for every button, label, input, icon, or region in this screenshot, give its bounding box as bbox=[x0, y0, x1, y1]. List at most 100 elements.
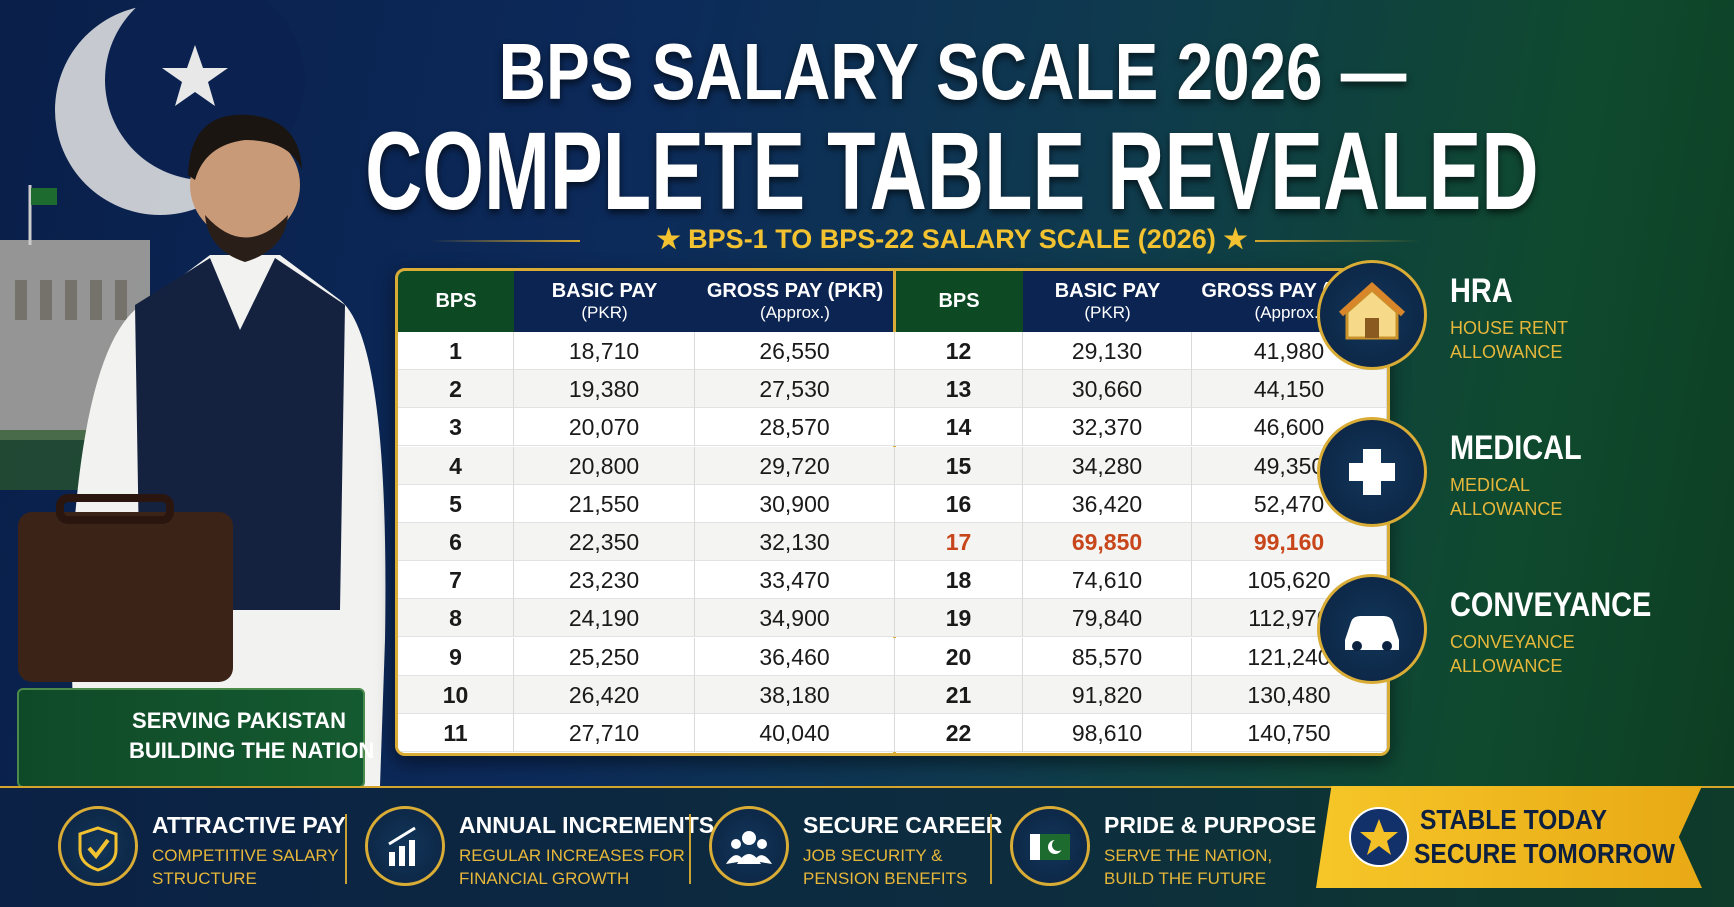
header-title: BASIC PAY bbox=[1054, 280, 1161, 302]
allowance-icon bbox=[1317, 574, 1427, 684]
column-header: GROSS PAY (PKR) (Approx.) bbox=[695, 271, 896, 332]
table-cell: 6 bbox=[398, 523, 514, 561]
table-cell: 9 bbox=[398, 637, 514, 676]
table-cell: 14 bbox=[895, 408, 1023, 447]
feature-icon bbox=[58, 806, 138, 886]
table-cell: 26,420 bbox=[514, 675, 695, 714]
icon bbox=[388, 826, 416, 866]
table-cell: 32,370 bbox=[1023, 408, 1192, 447]
allowance-title: CONVEYANCE bbox=[1450, 586, 1652, 624]
feature-desc: SERVE THE NATION, bbox=[1104, 846, 1273, 865]
table-cell: 22,350 bbox=[514, 523, 695, 561]
allowance-desc: CONVEYANCE bbox=[1450, 632, 1575, 652]
table-cell: 23,230 bbox=[514, 561, 695, 600]
table-cell: 20,800 bbox=[514, 446, 695, 485]
column-header: BASIC PAY (PKR) bbox=[1023, 271, 1193, 332]
feature-icon bbox=[365, 806, 445, 886]
table-cell: 24,190 bbox=[514, 599, 695, 638]
feature-title: ATTRACTIVE PAY bbox=[152, 812, 346, 838]
feature-icon bbox=[709, 806, 789, 886]
table-cell: 4 bbox=[398, 446, 514, 485]
table-cell: 17 bbox=[895, 523, 1023, 561]
table-cell: 27,530 bbox=[695, 370, 895, 409]
feature-title: ANNUAL INCREMENTS bbox=[459, 812, 715, 838]
table-cell: 34,280 bbox=[1023, 446, 1192, 485]
salary-table: BPS BASIC PAY (PKR) GROSS PAY (PKR) (Approx.… bbox=[395, 268, 1390, 756]
background-art bbox=[0, 0, 386, 786]
table-cell: 8 bbox=[398, 599, 514, 638]
badge-icon bbox=[1349, 807, 1409, 867]
table-cell: 30,900 bbox=[695, 484, 895, 523]
separator bbox=[689, 814, 691, 884]
table-cell: 7 bbox=[398, 561, 514, 600]
feature-icon bbox=[1010, 806, 1090, 886]
subtitle-text: BPS-1 TO BPS-22 SALARY SCALE (2026) bbox=[688, 224, 1216, 254]
table-cell: 44,150 bbox=[1192, 370, 1387, 409]
title-line: COMPLETE TABLE REVEALED bbox=[85, 108, 1734, 235]
table-cell: 5 bbox=[398, 484, 514, 523]
table-cell: 22 bbox=[895, 714, 1023, 752]
header-unit: (Approx.) bbox=[1254, 303, 1325, 322]
table-cell: 15 bbox=[895, 446, 1023, 485]
table-cell: 21 bbox=[895, 675, 1023, 714]
feature-desc: REGULAR INCREASES FOR bbox=[459, 846, 685, 865]
badge: STABLE TODAY SECURE TOMORROW bbox=[1316, 786, 1702, 888]
icon bbox=[1338, 281, 1406, 340]
table-cell: 19,380 bbox=[514, 370, 695, 409]
table-cell: 13 bbox=[895, 370, 1023, 409]
table-cell: 20,070 bbox=[514, 408, 695, 447]
badge-text: STABLE TODAY bbox=[1420, 804, 1608, 835]
table-cell: 12 bbox=[895, 332, 1023, 370]
header-unit: (Approx.) bbox=[760, 303, 830, 322]
separator bbox=[990, 814, 992, 884]
table-cell: 11 bbox=[398, 714, 514, 752]
table-cell: 20 bbox=[895, 637, 1023, 676]
header-title: BPS bbox=[435, 290, 477, 312]
table-cell: 74,610 bbox=[1023, 561, 1192, 600]
table-cell: 140,750 bbox=[1192, 714, 1387, 752]
allowance-desc: ALLOWANCE bbox=[1450, 342, 1563, 362]
separator bbox=[345, 814, 347, 884]
icon bbox=[1030, 834, 1070, 860]
table-cell: 30,660 bbox=[1023, 370, 1192, 409]
header-unit: (PKR) bbox=[581, 303, 628, 322]
table-cell: 19 bbox=[895, 599, 1023, 638]
table-cell: 29,720 bbox=[695, 446, 895, 485]
table-cell: 27,710 bbox=[514, 714, 695, 752]
table-cell: 69,850 bbox=[1023, 523, 1192, 561]
table-cell: 79,840 bbox=[1023, 599, 1192, 638]
title-line: BPS SALARY SCALE 2026 — bbox=[85, 26, 1734, 118]
table-cell: 25,250 bbox=[514, 637, 695, 676]
feature-desc: FINANCIAL GROWTH bbox=[459, 869, 630, 888]
icon bbox=[78, 826, 118, 872]
table-cell: 3 bbox=[398, 408, 514, 447]
table-cell: 85,570 bbox=[1023, 637, 1192, 676]
table-cell: 40,040 bbox=[695, 714, 895, 752]
feature-title: SECURE CAREER bbox=[803, 812, 1003, 838]
table-cell: 91,820 bbox=[1023, 675, 1192, 714]
feature-desc: JOB SECURITY & bbox=[803, 846, 943, 865]
allowance-desc: ALLOWANCE bbox=[1450, 499, 1563, 519]
crest-box: SERVING PAKISTAN BUILDING THE NATION bbox=[17, 688, 374, 788]
table-cell: 10 bbox=[398, 675, 514, 714]
table-cell: 1 bbox=[398, 332, 514, 370]
header-unit: (PKR) bbox=[1084, 303, 1131, 322]
table-cell: 18 bbox=[895, 561, 1023, 600]
title-text: BPS SALARY SCALE 2026 — bbox=[498, 27, 1406, 116]
header-title: BPS bbox=[938, 290, 980, 312]
table-cell: 33,470 bbox=[695, 561, 895, 600]
table-cell: 2 bbox=[398, 370, 514, 409]
table-cell: 21,550 bbox=[514, 484, 695, 523]
column-header: BASIC PAY (PKR) bbox=[514, 271, 696, 332]
allowance-title: HRA bbox=[1450, 272, 1513, 310]
allowance-title: MEDICAL bbox=[1450, 429, 1582, 467]
table-cell: 99,160 bbox=[1192, 523, 1387, 561]
table-cell: 26,550 bbox=[695, 332, 895, 370]
feature-desc: COMPETITIVE SALARY bbox=[152, 846, 339, 865]
header-title: GROSS PAY (PKR) bbox=[706, 280, 884, 302]
feature-desc: STRUCTURE bbox=[152, 869, 257, 888]
icon bbox=[1349, 449, 1395, 495]
allowance-desc: HOUSE RENT bbox=[1450, 318, 1569, 338]
table-cell: 34,900 bbox=[695, 599, 895, 638]
allowance-icon bbox=[1317, 417, 1427, 527]
